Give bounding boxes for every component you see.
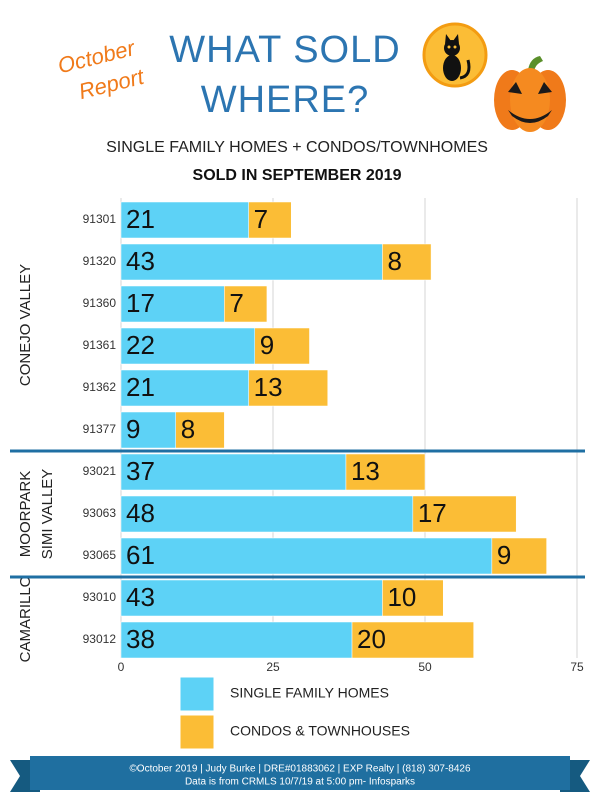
group-label: CAMARILLO <box>17 576 34 663</box>
bar-segment <box>120 327 256 365</box>
subtitle: SOLD IN SEPTEMBER 2019 <box>193 167 402 184</box>
bar-segment <box>248 201 292 239</box>
bar-segment <box>254 327 310 365</box>
data-label: 21 <box>126 204 155 234</box>
legend-label: CONDOS & TOWNHOUSES <box>230 723 410 739</box>
cat-icon <box>422 22 488 88</box>
data-label: 21 <box>126 372 155 402</box>
bar-segment <box>120 453 347 491</box>
data-label: 37 <box>126 456 155 486</box>
group-label: CONEJO VALLEY <box>17 264 34 386</box>
bar-segment <box>120 537 493 575</box>
data-label: 43 <box>126 582 155 612</box>
y-tick-label: 91301 <box>83 212 117 226</box>
y-tick-label: 91361 <box>83 338 117 352</box>
chart-title: WHAT SOLD <box>169 29 400 71</box>
data-label: 61 <box>126 540 155 570</box>
bar-segment <box>175 411 225 449</box>
data-label: 7 <box>229 288 243 318</box>
y-tick-label: 93063 <box>83 506 117 520</box>
y-tick-label: 93065 <box>83 548 117 562</box>
data-label: 48 <box>126 498 155 528</box>
group-label: SIMI VALLEY <box>39 469 56 560</box>
data-label: 10 <box>387 582 416 612</box>
y-tick-label: 91377 <box>83 422 117 436</box>
bar-segment <box>351 621 474 659</box>
data-label: 20 <box>357 624 386 654</box>
legend-label: SINGLE FAMILY HOMES <box>230 685 389 701</box>
bar-segment <box>120 285 225 323</box>
data-label: 8 <box>387 246 401 276</box>
bar-segment <box>491 537 547 575</box>
plot: 0 25 50 75 CONEJO VALLEY MOORPARK SIMI VALLEY C… <box>10 198 585 750</box>
bar-segment <box>224 285 268 323</box>
data-label: 9 <box>126 414 140 444</box>
badge: October Report <box>55 35 147 104</box>
data-label: 9 <box>260 330 274 360</box>
data-label: 17 <box>126 288 155 318</box>
bar-segment <box>412 495 517 533</box>
data-label: 17 <box>418 498 447 528</box>
footer-text: Data is from CRMLS 10/7/19 at 5:00 pm- I… <box>185 777 415 788</box>
data-label: 13 <box>351 456 380 486</box>
data-label: 7 <box>254 204 268 234</box>
bar-segment <box>120 411 176 449</box>
bar-segment <box>120 243 383 281</box>
group-label: MOORPARK <box>17 471 34 557</box>
y-tick-label: 93012 <box>83 632 117 646</box>
data-label: 13 <box>254 372 283 402</box>
bar-segment <box>120 495 414 533</box>
y-tick-label: 93021 <box>83 464 117 478</box>
y-tick-label: 91320 <box>83 254 117 268</box>
x-tick-label: 25 <box>266 660 280 674</box>
y-tick-label: 93010 <box>83 590 117 604</box>
x-tick-label: 75 <box>570 660 584 674</box>
footer-text: ©October 2019 | Judy Burke | DRE#0188306… <box>129 764 471 775</box>
data-label: 43 <box>126 246 155 276</box>
data-label: 22 <box>126 330 155 360</box>
bar-segment <box>120 621 353 659</box>
bar-segment <box>120 201 249 239</box>
legend-swatch <box>179 714 215 750</box>
data-label: 8 <box>181 414 195 444</box>
bar-segment <box>248 369 328 407</box>
x-tick-label: 0 <box>118 660 125 674</box>
y-tick-label: 91360 <box>83 296 117 310</box>
y-tick-label: 91362 <box>83 380 117 394</box>
bar-segment <box>120 579 383 617</box>
chart-title: WHERE? <box>201 79 370 121</box>
data-label: 38 <box>126 624 155 654</box>
x-tick-label: 50 <box>418 660 432 674</box>
bar-segment <box>382 243 432 281</box>
data-label: 9 <box>497 540 511 570</box>
bar-segment <box>345 453 426 491</box>
subtitle: SINGLE FAMILY HOMES + CONDOS/TOWNHOMES <box>106 139 488 156</box>
footer-ribbon: ©October 2019 | Judy Burke | DRE#0188306… <box>10 756 590 792</box>
pumpkin-icon <box>494 56 566 132</box>
legend-swatch <box>179 676 215 712</box>
bar-segment <box>382 579 444 617</box>
